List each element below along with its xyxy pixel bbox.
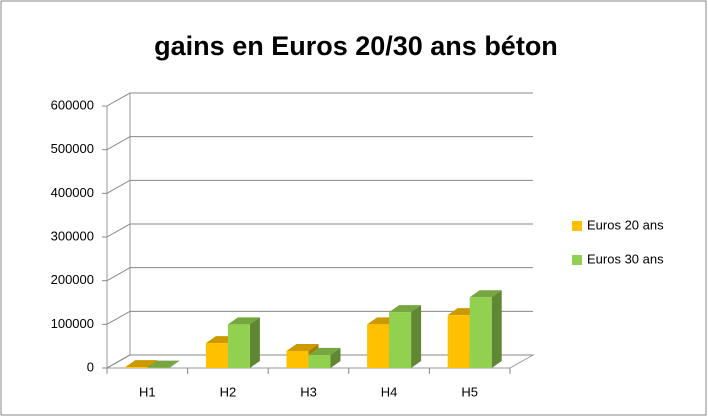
grid-line — [106, 223, 533, 238]
bar-front — [447, 315, 470, 368]
grid-line — [106, 136, 533, 151]
y-tick-label: 0 — [87, 359, 94, 374]
y-tick-label: 300000 — [51, 228, 94, 243]
bar-top — [227, 317, 260, 325]
x-tick-label: H5 — [461, 384, 478, 399]
grid-line — [106, 92, 533, 107]
bar-side — [169, 360, 180, 368]
legend-label: Euros 30 ans — [587, 251, 664, 266]
chart-title: gains en Euros 20/30 ans béton — [154, 31, 558, 61]
bar-top — [308, 347, 341, 355]
x-tick-label: H3 — [300, 384, 317, 399]
bar-side — [491, 290, 502, 368]
y-tick-label: 500000 — [51, 141, 94, 156]
bar-front — [286, 350, 309, 368]
grid-line — [106, 267, 533, 282]
bar — [389, 305, 422, 368]
bar — [147, 360, 180, 368]
bar-top — [147, 360, 180, 368]
legend-swatch — [572, 255, 582, 265]
bar-front — [308, 354, 331, 368]
bar-side — [411, 305, 422, 368]
bar-front — [367, 324, 390, 368]
bar-top — [125, 360, 158, 368]
bar-top — [469, 290, 502, 298]
bar-front — [125, 367, 148, 368]
legend-label: Euros 20 ans — [587, 217, 664, 232]
bar-side — [330, 347, 341, 368]
bar — [308, 347, 341, 368]
bar-top — [286, 343, 319, 351]
bar — [227, 317, 260, 368]
x-tick-label: H1 — [139, 384, 156, 399]
bar — [469, 290, 502, 368]
bar-front — [227, 324, 250, 368]
bar-front — [389, 312, 412, 368]
legend-swatch — [572, 221, 582, 231]
bar-front — [205, 343, 228, 368]
bar-top — [389, 305, 422, 313]
x-tick-label: H2 — [220, 384, 237, 399]
grid-line — [106, 179, 533, 194]
y-tick-label: 200000 — [51, 272, 94, 287]
y-tick-label: 100000 — [51, 316, 94, 331]
y-tick-label: 400000 — [51, 185, 94, 200]
bar-side — [249, 317, 260, 368]
bar-front — [469, 297, 492, 368]
y-tick-label: 600000 — [51, 97, 94, 112]
x-tick-label: H4 — [381, 384, 398, 399]
